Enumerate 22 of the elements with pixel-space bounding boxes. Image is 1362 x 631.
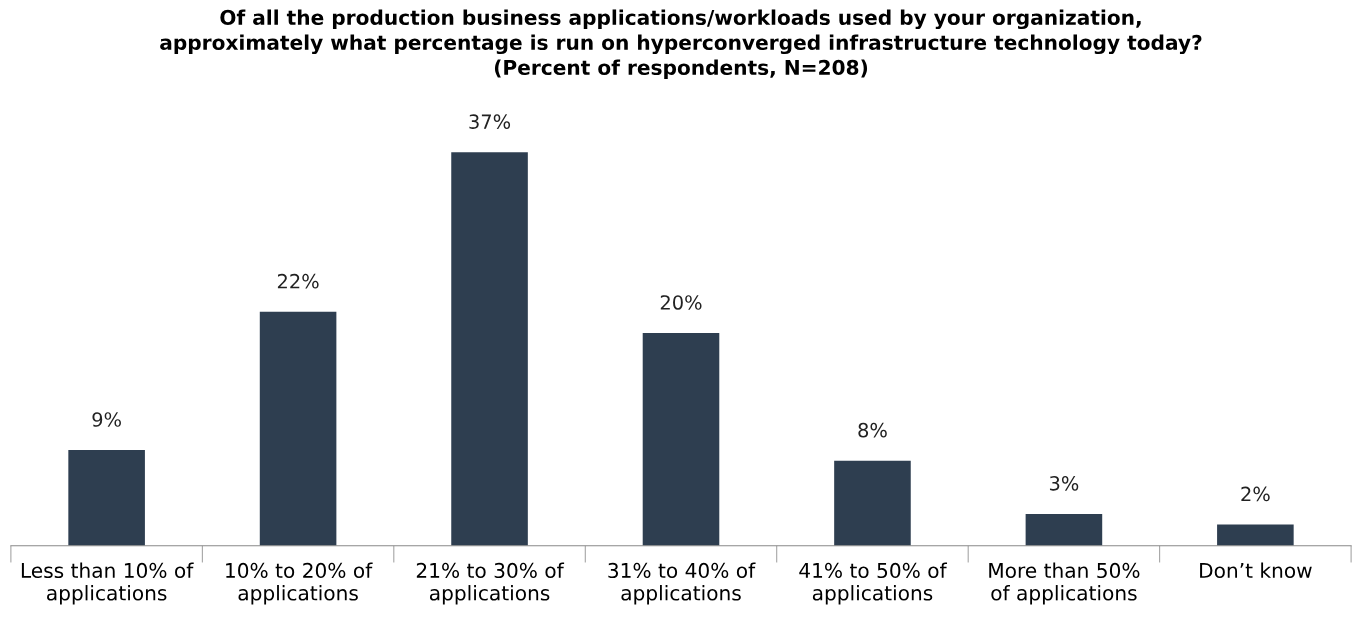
bar <box>642 333 720 546</box>
x-tick-label: 10% to 20% of applications <box>226 562 373 605</box>
bar <box>68 450 145 546</box>
bar <box>451 152 528 546</box>
data-label: 37% <box>469 114 511 129</box>
bar <box>1217 524 1294 546</box>
data-label: 22% <box>277 273 319 289</box>
x-tick-label: Don’t know <box>1200 562 1312 579</box>
data-label: 20% <box>660 295 702 310</box>
data-label: 2% <box>1241 486 1270 502</box>
bar <box>1025 513 1103 546</box>
x-tick-label: 41% to 50% of applications <box>799 562 948 605</box>
x-tick-label: More than 50% of applications <box>989 562 1140 605</box>
bar <box>834 460 911 546</box>
data-label: 3% <box>1049 475 1079 491</box>
x-tick-label: Less than 10% of applications <box>21 562 194 605</box>
x-tick-label: 31% to 40% of applications <box>608 562 756 605</box>
data-label: 8% <box>858 422 887 438</box>
x-tick-label: 21% to 30% of applications <box>416 562 565 605</box>
bar <box>259 311 337 546</box>
chart-title: Of all the production business applications/workloads used by your organization, approximately what percentage is run on hyperconverged infrastructure technology today? (Percent of respondents, N=208) <box>160 9 1202 79</box>
data-label: 9% <box>92 412 121 427</box>
